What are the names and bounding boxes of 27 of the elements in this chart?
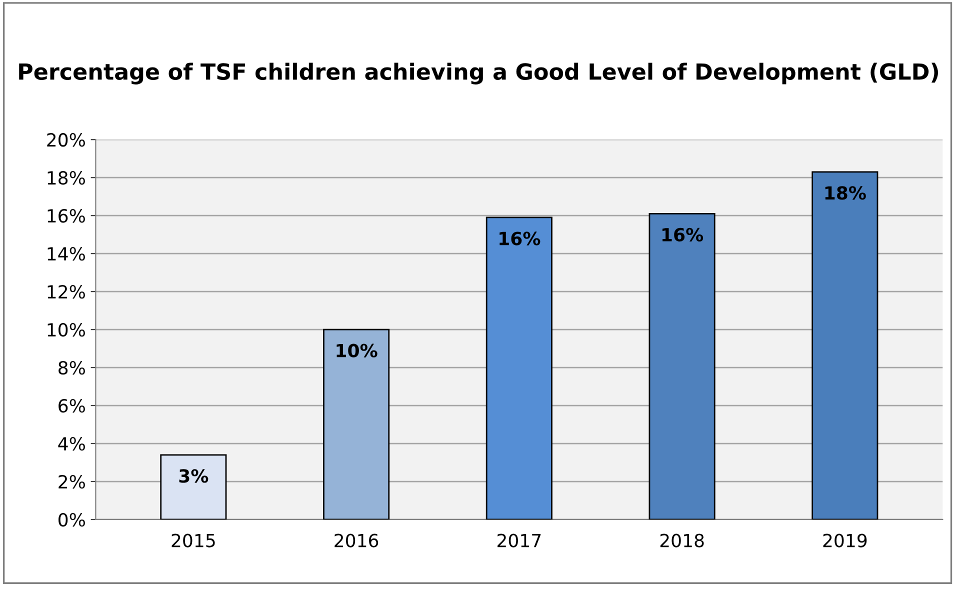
x-tick-label: 2017 — [498, 534, 541, 548]
data-label: 18% — [825, 186, 866, 200]
data-label: 3% — [179, 469, 208, 483]
x-tick-label: 2016 — [334, 534, 378, 548]
y-tick-label: 4% — [58, 436, 85, 451]
x-tick-label: 2019 — [823, 534, 867, 548]
chart-title: Percentage of TSF children achieving a Good Level of Development (GLD) — [19, 62, 938, 84]
y-tick-label: 0% — [58, 512, 85, 527]
y-tick-label: 18% — [48, 171, 85, 185]
y-tick-label: 2% — [58, 474, 85, 489]
y-tick-label: 6% — [58, 398, 85, 413]
data-label: 16% — [662, 228, 704, 242]
bar — [486, 216, 552, 520]
x-tick-label: 2015 — [172, 534, 215, 548]
data-label: 10% — [336, 344, 378, 358]
bar — [323, 328, 390, 520]
y-tick-label: 10% — [48, 323, 85, 337]
bar — [160, 454, 227, 520]
y-tick-label: 8% — [58, 360, 85, 375]
y-tick-label: 20% — [47, 133, 85, 147]
bar — [648, 212, 716, 520]
bar — [812, 171, 878, 520]
data-label: 16% — [500, 232, 540, 246]
x-tick-label: 2018 — [660, 534, 704, 548]
y-tick-label: 12% — [48, 285, 85, 299]
y-tick-label: 14% — [48, 247, 85, 261]
y-tick-label: 16% — [48, 209, 85, 223]
